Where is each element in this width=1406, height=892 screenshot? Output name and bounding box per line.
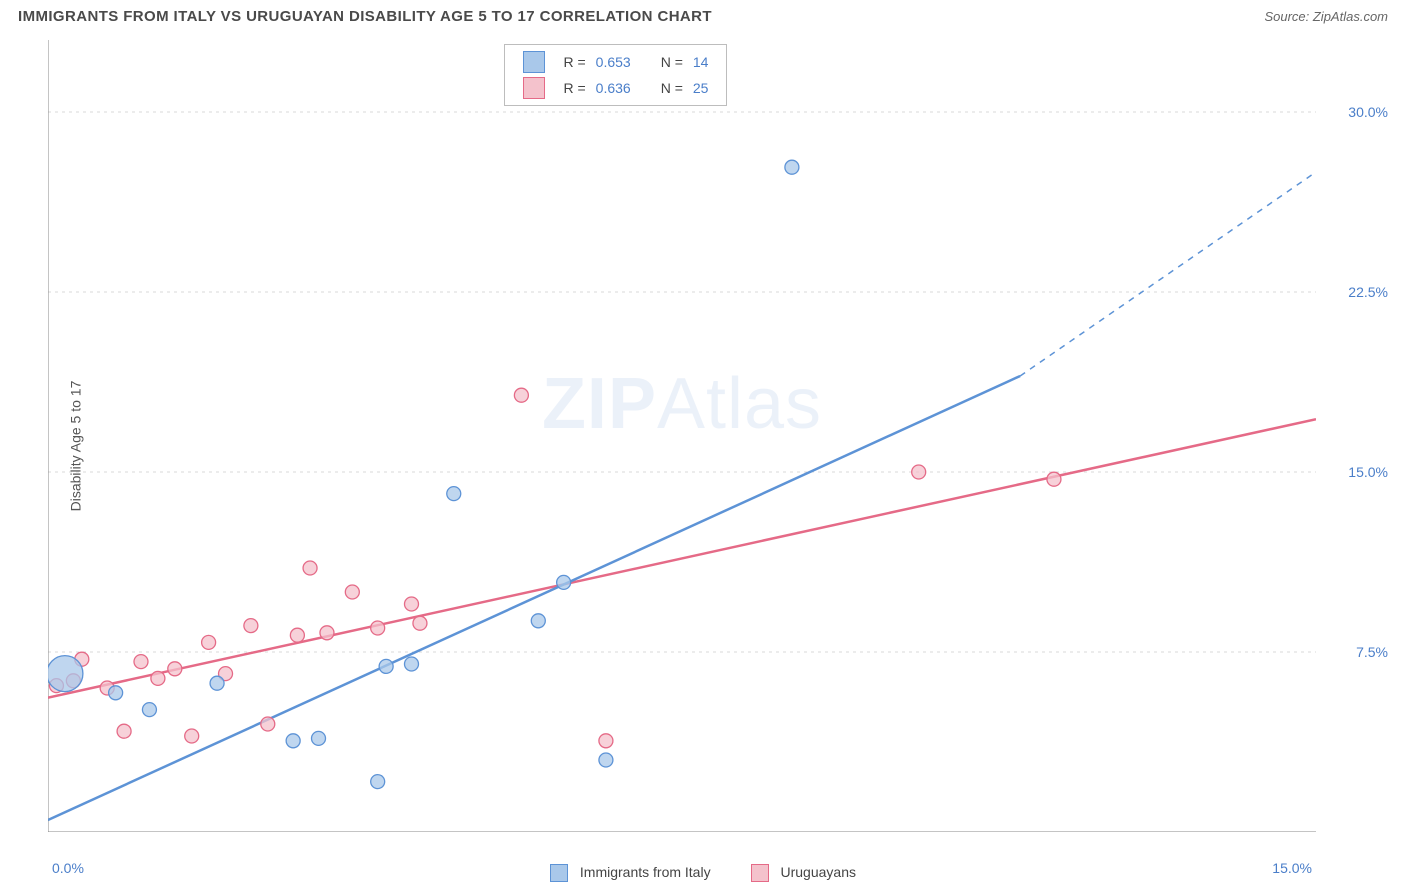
- swatch-italy: [523, 51, 545, 73]
- legend-label-uruguay: Uruguayans: [780, 864, 856, 880]
- stat-label-r: R =: [563, 54, 585, 70]
- stats-row-italy: R = 0.653 N = 14: [523, 51, 708, 73]
- chart-title: IMMIGRANTS FROM ITALY VS URUGUAYAN DISAB…: [18, 8, 712, 25]
- legend-swatch-uruguay: [751, 864, 769, 882]
- stats-row-uruguay: R = 0.636 N = 25: [523, 77, 708, 99]
- stat-label-r2: R =: [563, 80, 585, 96]
- swatch-uruguay: [523, 77, 545, 99]
- y-tick-label: 22.5%: [1348, 284, 1388, 300]
- stat-r-uruguay: 0.636: [596, 80, 631, 96]
- stat-r-italy: 0.653: [596, 54, 631, 70]
- y-tick-label: 7.5%: [1356, 644, 1388, 660]
- y-tick-label: 30.0%: [1348, 104, 1388, 120]
- legend-item-uruguay: Uruguayans: [751, 864, 856, 882]
- legend-label-italy: Immigrants from Italy: [580, 864, 711, 880]
- chart-plot-area: R = 0.653 N = 14 R = 0.636 N = 25 ZIPAtl…: [48, 40, 1316, 832]
- source-attribution: Source: ZipAtlas.com: [1264, 9, 1388, 24]
- y-tick-label: 15.0%: [1348, 464, 1388, 480]
- bottom-legend: Immigrants from Italy Uruguayans: [0, 864, 1406, 882]
- legend-swatch-italy: [550, 864, 568, 882]
- stat-n-italy: 14: [693, 54, 709, 70]
- scatter-plot-svg: [48, 40, 1316, 832]
- stat-label-n: N =: [661, 54, 683, 70]
- stat-n-uruguay: 25: [693, 80, 709, 96]
- correlation-stats-box: R = 0.653 N = 14 R = 0.636 N = 25: [504, 44, 727, 106]
- stat-label-n2: N =: [661, 80, 683, 96]
- legend-item-italy: Immigrants from Italy: [550, 864, 711, 882]
